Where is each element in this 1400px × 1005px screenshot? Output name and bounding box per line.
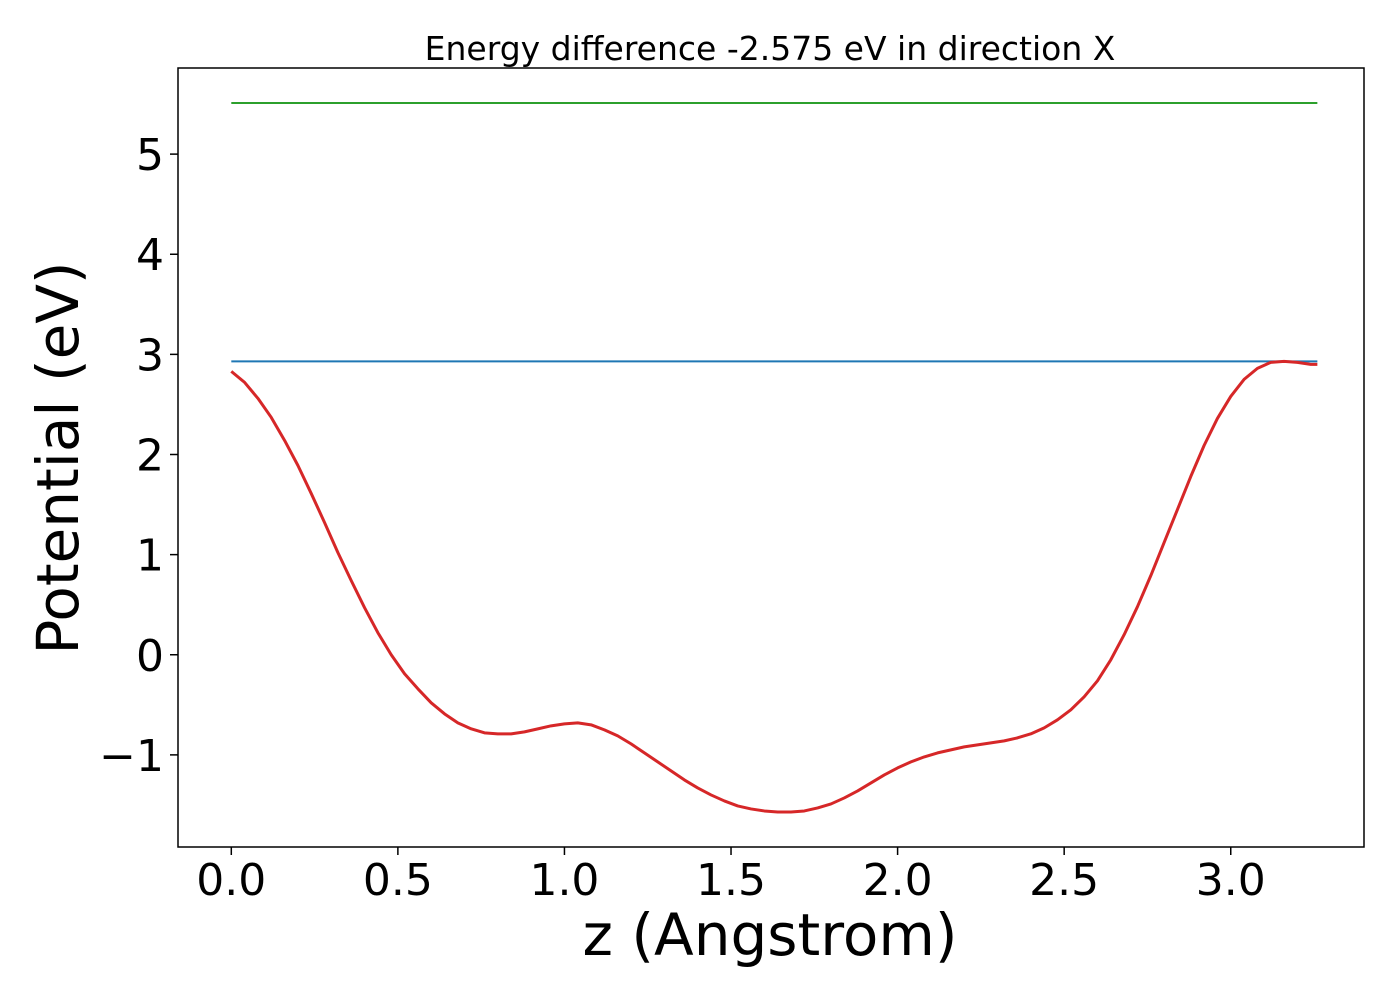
y-tick-label: 2: [136, 430, 164, 481]
y-tick-label: −1: [99, 731, 164, 782]
y-tick-label: 4: [136, 230, 164, 281]
x-tick-label: 2.0: [863, 855, 933, 906]
x-axis-label: z (Angstrom): [583, 901, 958, 969]
y-tick-label: 5: [136, 130, 164, 181]
series-group: [230, 102, 1318, 814]
x-tick-label: 3.0: [1196, 855, 1266, 906]
chart-title: Energy difference -2.575 eV in direction…: [425, 29, 1116, 68]
x-tick-label: 1.5: [696, 855, 766, 906]
x-tick-label: 2.5: [1029, 855, 1099, 906]
y-axis-ticks: −1 0 1 2 3 4 5: [99, 130, 178, 782]
x-tick-label: 0.0: [196, 855, 266, 906]
x-tick-label: 1.0: [529, 855, 599, 906]
y-tick-label: 0: [136, 631, 164, 682]
y-tick-label: 1: [136, 531, 164, 582]
y-tick-label: 3: [136, 330, 164, 381]
x-tick-label: 0.5: [363, 855, 433, 906]
y-axis-label: Potential (eV): [24, 261, 92, 654]
series-line-2: [230, 359, 1318, 814]
plot-frame: [177, 67, 1365, 848]
x-axis-ticks: 0.0 0.5 1.0 1.5 2.0 2.5 3.0: [196, 847, 1266, 906]
